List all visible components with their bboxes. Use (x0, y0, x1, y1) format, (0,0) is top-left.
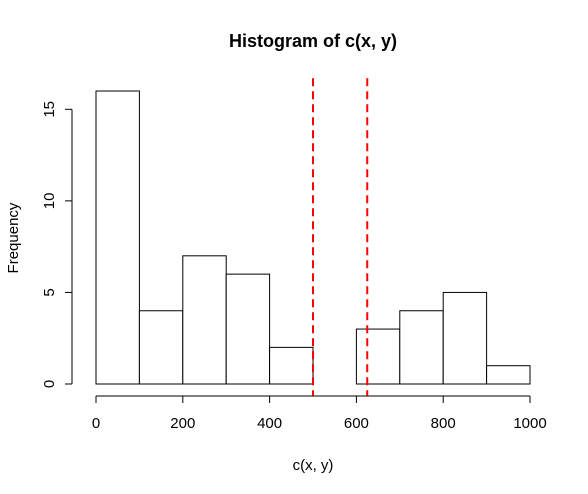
bar (442, 291, 488, 385)
x-tick-label: 200 (170, 415, 195, 432)
bar (95, 90, 140, 385)
bar (225, 273, 271, 385)
y-tick-label: 0 (41, 380, 58, 388)
bar (399, 310, 444, 385)
y-tick-label: 15 (41, 101, 58, 118)
bar (355, 328, 401, 385)
y-tick-label: 5 (41, 288, 58, 296)
y-axis-label: Frequency (5, 202, 22, 273)
x-tick-label: 400 (257, 415, 282, 432)
bar (486, 365, 531, 385)
x-tick-label: 600 (344, 415, 369, 432)
bar (182, 255, 227, 385)
x-tick-label: 800 (431, 415, 456, 432)
bar (269, 346, 314, 385)
y-tick-label: 10 (41, 193, 58, 210)
x-axis-label: c(x, y) (293, 457, 334, 474)
chart-title: Histogram of c(x, y) (229, 31, 397, 51)
bar (138, 310, 184, 385)
x-tick-label: 0 (92, 415, 100, 432)
x-tick-label: 1000 (513, 415, 546, 432)
